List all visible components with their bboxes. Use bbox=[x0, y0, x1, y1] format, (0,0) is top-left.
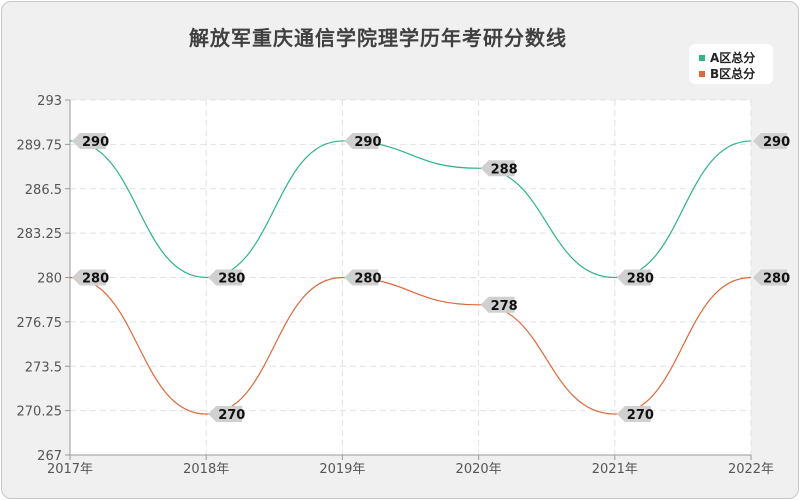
data-label: 280 bbox=[218, 272, 245, 287]
data-label-tag bbox=[753, 132, 787, 149]
y-tick-label: 286.5 bbox=[25, 183, 62, 198]
data-label: 280 bbox=[627, 272, 654, 287]
data-label-tag bbox=[616, 269, 651, 286]
data-label-tag bbox=[208, 269, 243, 286]
series-line-a bbox=[69, 140, 752, 279]
x-tick-label: 2019年 bbox=[319, 462, 365, 477]
y-tick-label: 267 bbox=[37, 449, 62, 464]
series-line-b bbox=[69, 276, 752, 415]
data-label-tag bbox=[344, 132, 379, 149]
chart-title: 解放军重庆通信学院理学历年考研分数线 bbox=[189, 26, 567, 50]
x-tick-label: 2017年 bbox=[47, 462, 93, 477]
data-label-tag bbox=[72, 132, 106, 149]
data-label: 290 bbox=[354, 135, 381, 150]
x-tick-label: 2021年 bbox=[592, 462, 638, 477]
data-label-tag bbox=[72, 269, 106, 286]
y-tick-label: 289.75 bbox=[17, 138, 63, 153]
y-tick-label: 273.5 bbox=[25, 360, 62, 375]
x-tick-label: 2022年 bbox=[728, 462, 774, 477]
legend-swatch-a bbox=[699, 54, 705, 61]
data-label: 280 bbox=[763, 272, 790, 287]
legend-label-b: B区总分 bbox=[710, 67, 756, 81]
data-label: 270 bbox=[218, 408, 245, 423]
data-label: 270 bbox=[627, 408, 654, 423]
data-label-tag bbox=[480, 160, 515, 177]
y-tick-label: 280 bbox=[37, 272, 62, 287]
x-tick-label: 2020年 bbox=[456, 462, 502, 477]
data-label-tag bbox=[208, 406, 243, 423]
data-label: 280 bbox=[82, 272, 109, 287]
data-label: 290 bbox=[82, 135, 109, 150]
data-label: 280 bbox=[354, 272, 381, 287]
legend-label-a: A区总分 bbox=[710, 51, 756, 65]
y-tick-label: 270.25 bbox=[17, 405, 63, 420]
data-label-tag bbox=[344, 269, 379, 286]
legend-item-a[interactable]: A区总分 bbox=[699, 49, 755, 65]
data-label: 288 bbox=[491, 162, 518, 177]
legend-item-b[interactable]: B区总分 bbox=[699, 65, 755, 81]
y-tick-label: 293 bbox=[37, 94, 62, 109]
data-label: 278 bbox=[491, 299, 518, 314]
y-tick-label: 283.25 bbox=[17, 227, 63, 242]
legend-swatch-b bbox=[699, 70, 705, 77]
x-tick-label: 2018年 bbox=[183, 462, 229, 477]
data-label-tag bbox=[616, 406, 651, 423]
data-label-tag bbox=[480, 296, 515, 313]
data-label: 290 bbox=[763, 135, 790, 150]
legend: A区总分 B区总分 bbox=[689, 44, 773, 84]
data-label-tag bbox=[753, 269, 787, 286]
y-tick-label: 276.75 bbox=[17, 316, 63, 331]
